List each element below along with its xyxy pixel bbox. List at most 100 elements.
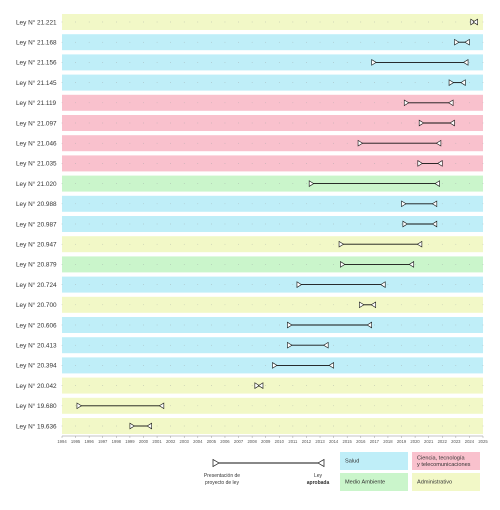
grid-dot <box>306 183 307 184</box>
row-label: Ley N° 21.168 <box>16 39 57 47</box>
grid-dot <box>333 122 334 124</box>
grid-dot <box>265 203 267 205</box>
grid-dot <box>129 365 131 366</box>
grid-dot <box>156 344 158 346</box>
grid-dot <box>441 183 443 184</box>
grid-dot <box>75 41 76 43</box>
grid-dot <box>455 405 457 407</box>
grid-dot <box>88 284 90 285</box>
grid-dot <box>170 405 171 407</box>
grid-dot <box>102 264 104 265</box>
grid-dot <box>265 385 267 386</box>
grid-dot <box>306 304 307 306</box>
grid-dot <box>170 284 171 285</box>
grid-dot <box>278 183 280 184</box>
grid-dot <box>401 102 402 104</box>
grid-dot <box>224 142 226 144</box>
grid-dot <box>401 21 402 23</box>
grid-dot <box>360 82 362 83</box>
grid-dot <box>211 203 212 205</box>
x-tick-label: 2024 <box>465 439 475 444</box>
grid-dot <box>170 264 171 265</box>
grid-dot <box>306 21 307 23</box>
grid-dot <box>197 21 199 23</box>
grid-dot <box>61 142 63 144</box>
grid-dot <box>102 365 104 366</box>
start-marker <box>76 402 83 410</box>
grid-dot <box>197 284 199 285</box>
grid-dot <box>469 163 470 164</box>
grid-dot <box>102 203 104 205</box>
end-marker <box>435 139 442 147</box>
grid-dot <box>88 324 90 326</box>
x-tick-label: 2009 <box>261 439 271 444</box>
grid-dot <box>401 284 402 285</box>
law-row: Ley N° 21.046 <box>16 135 484 152</box>
grid-dot <box>156 324 158 326</box>
grid-dot <box>333 203 334 205</box>
grid-dot <box>102 122 104 124</box>
grid-dot <box>143 344 144 346</box>
grid-dot <box>469 425 470 427</box>
grid-dot <box>374 122 375 124</box>
legend-start-label-line2: proyecto de ley <box>205 480 239 486</box>
grid-dot <box>346 425 348 427</box>
grid-dot <box>374 365 375 366</box>
grid-dot <box>129 304 131 306</box>
grid-dot <box>292 243 294 245</box>
grid-dot <box>170 163 171 164</box>
grid-dot <box>211 183 212 184</box>
grid-dot <box>102 223 104 225</box>
start-marker <box>287 341 293 349</box>
legend-end-label-line1: Ley <box>314 473 323 479</box>
start-marker <box>418 119 425 127</box>
start-marker <box>402 220 408 228</box>
grid-dot <box>333 425 334 427</box>
grid-dot <box>224 385 226 386</box>
grid-dot <box>197 243 199 245</box>
grid-dot <box>387 21 389 23</box>
end-marker <box>158 402 165 410</box>
grid-dot <box>441 82 443 83</box>
grid-dot <box>251 324 253 326</box>
grid-dot <box>75 304 76 306</box>
grid-dot <box>102 284 104 285</box>
row-label: Ley N° 20.724 <box>16 281 57 289</box>
grid-dot <box>387 385 389 386</box>
grid-dot <box>211 405 212 407</box>
grid-dot <box>387 82 389 83</box>
grid-dot <box>278 203 280 205</box>
grid-dot <box>374 223 375 225</box>
grid-dot <box>224 243 226 245</box>
grid-dot <box>265 344 267 346</box>
grid-dot <box>414 21 416 23</box>
grid-dot <box>102 163 104 164</box>
grid-dot <box>251 82 253 83</box>
grid-dot <box>183 203 185 205</box>
grid-dot <box>333 41 334 43</box>
grid-dot <box>170 102 171 104</box>
grid-dot <box>278 223 280 225</box>
end-marker <box>472 18 478 26</box>
grid-dot <box>428 405 430 407</box>
law-row: Ley N° 21.168 <box>16 34 484 51</box>
grid-dot <box>292 62 294 63</box>
x-tick-label: 1998 <box>112 439 122 444</box>
grid-dot <box>183 304 185 306</box>
grid-dot <box>170 425 171 427</box>
grid-dot <box>441 425 443 427</box>
grid-dot <box>469 223 470 225</box>
grid-dot <box>441 223 443 225</box>
law-row: Ley N° 20.394 <box>16 357 484 374</box>
grid-dot <box>441 142 443 144</box>
grid-dot <box>224 102 226 104</box>
grid-dot <box>170 365 171 366</box>
grid-dot <box>170 122 171 124</box>
grid-dot <box>374 41 375 43</box>
grid-dot <box>455 183 457 184</box>
grid-dot <box>469 365 470 366</box>
grid-dot <box>170 344 171 346</box>
grid-dot <box>278 163 280 164</box>
grid-dot <box>61 365 63 366</box>
grid-dot <box>360 385 362 386</box>
